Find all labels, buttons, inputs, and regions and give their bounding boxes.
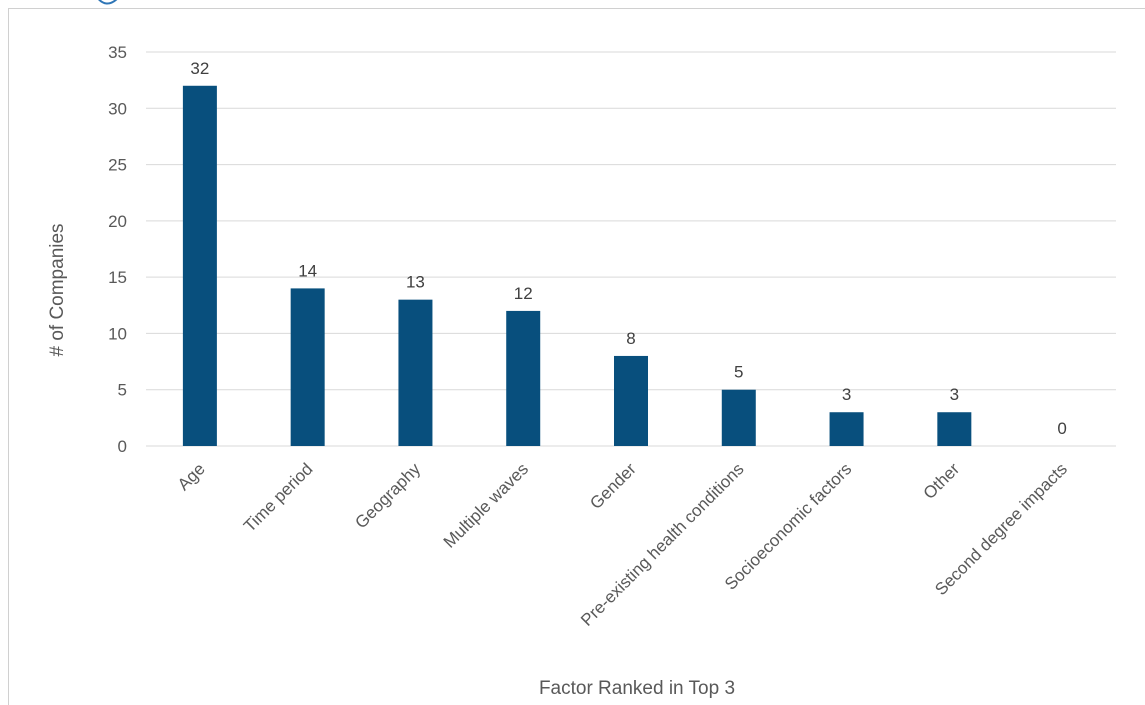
y-axis-title: # of Companies <box>47 223 68 356</box>
x-tick-label: Multiple waves <box>440 459 532 551</box>
y-tick-label: 5 <box>118 381 127 400</box>
data-label: 32 <box>190 59 209 78</box>
y-axis-ticks: 0 5 10 15 20 25 30 35 <box>108 43 127 456</box>
y-tick-label: 30 <box>108 99 127 118</box>
bar <box>614 355 648 446</box>
bar <box>506 310 541 446</box>
x-tick-label: Socioeconomic factors <box>721 459 855 593</box>
y-tick-label: 20 <box>108 212 127 231</box>
y-tick-label: 15 <box>108 268 127 287</box>
data-label: 8 <box>626 329 635 348</box>
y-tick-label: 10 <box>108 324 127 343</box>
x-axis-title: Factor Ranked in Top 3 <box>539 678 735 699</box>
bar <box>398 299 433 446</box>
bars <box>182 85 972 447</box>
data-label: 12 <box>514 284 533 303</box>
x-tick-label: Age <box>174 459 209 494</box>
y-tick-label: 25 <box>108 156 127 175</box>
bar <box>721 389 756 446</box>
data-label: 5 <box>734 363 743 382</box>
x-tick-label: Other <box>920 459 964 503</box>
data-label: 3 <box>950 385 959 404</box>
data-labels: 32 14 13 12 8 5 3 3 0 <box>190 59 1066 438</box>
bar <box>937 412 972 446</box>
data-label: 0 <box>1057 419 1066 438</box>
data-label: 14 <box>298 261 317 280</box>
data-label: 3 <box>842 385 851 404</box>
x-tick-label: Geography <box>351 459 424 532</box>
y-tick-label: 0 <box>118 437 127 456</box>
bar <box>182 85 217 447</box>
x-tick-label: Gender <box>586 459 640 513</box>
y-tick-label: 35 <box>108 43 127 62</box>
x-axis-ticks: Age Time period Geography Multiple waves Gen… <box>174 459 1071 630</box>
title-fragment-mark <box>98 0 118 5</box>
bar <box>829 412 864 446</box>
bar <box>290 288 325 446</box>
data-label: 13 <box>406 273 425 292</box>
x-tick-label: Time period <box>240 459 316 535</box>
